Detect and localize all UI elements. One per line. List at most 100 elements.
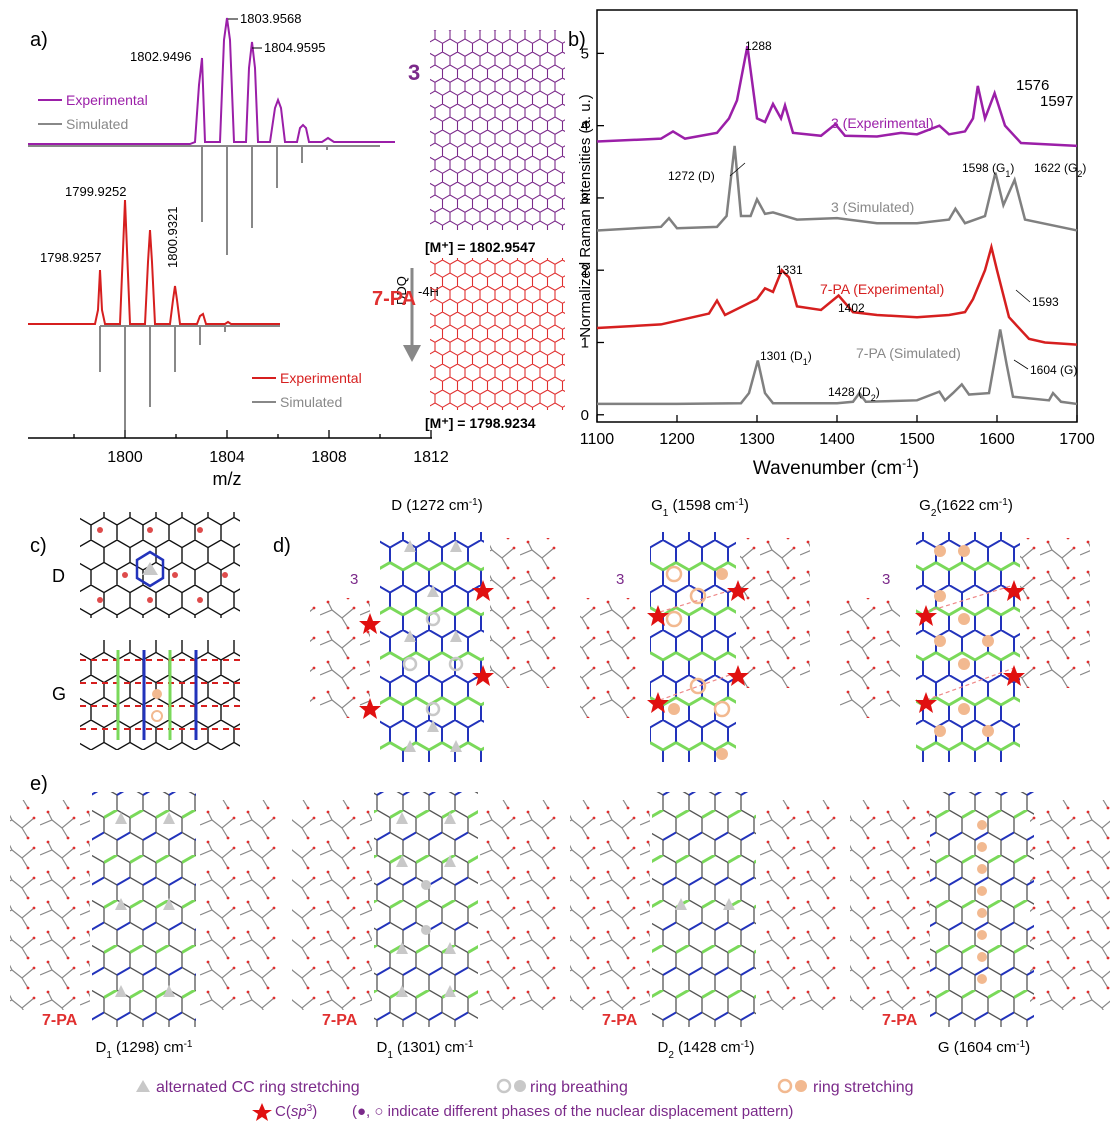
raman-ytick-label: 0 (581, 407, 589, 424)
raman-xtick-label: 1200 (659, 431, 695, 448)
raman-series-3 (597, 329, 1078, 406)
mode-e-mol-label-2: 7-PA (322, 1012, 358, 1029)
anno-1331: 1331 (776, 263, 803, 277)
figure-legend: alternated CC ring stretching ring breat… (136, 1078, 914, 1121)
raman-xtick-label: 1300 (739, 431, 775, 448)
open-orange-circle-icon (777, 1078, 793, 1094)
mode-d-molecule-3: 3 (840, 532, 1090, 762)
raman-series-1 (596, 145, 1078, 232)
svg-text:G1 (1598 cm-1): G1 (1598 cm-1) (651, 497, 749, 519)
mode-D-schematic (80, 512, 240, 618)
legend-item-phases: (●, ○ indicate different phases of the n… (352, 1103, 793, 1120)
raman-ytick-label: 1 (581, 334, 589, 351)
raman-series-2 (596, 242, 1078, 346)
svg-text:D (1272 cm-1): D (1272 cm-1) (391, 497, 482, 515)
mode-e-caption-2: D1 (1301) cm-1 (376, 1039, 473, 1061)
legend-item-breathing: ring breathing (530, 1079, 628, 1096)
raman-ylabel: Normalized Raman Intensities (a. u.) (577, 94, 594, 337)
raman-xtick-label: 1400 (819, 431, 855, 448)
anno-1301: 1301 (D1) (760, 349, 812, 367)
anno-1593: 1593 (1032, 295, 1059, 309)
mode-D-label: D (52, 566, 65, 586)
series-7pa-experimental (28, 199, 280, 325)
open-circle-icon (496, 1078, 512, 1094)
anno-1622: 1622 (G2) (1034, 161, 1086, 179)
mode-e-mol-label-4: 7-PA (882, 1012, 918, 1029)
mode-d-title-2: G1 (1598 cm-1) (651, 497, 749, 519)
raman-ytick-label: 5 (581, 45, 589, 62)
raman-ytick-label: 3 (581, 190, 589, 207)
raman-xtick-label: 1500 (899, 431, 935, 448)
panel-label-e: e) (30, 773, 48, 795)
raman-xtick-label: 1100 (580, 431, 615, 448)
raman-series-0 (596, 45, 1078, 148)
peak-label-1799: 1799.9252 (65, 184, 126, 199)
legend-simulated-top: Simulated (66, 116, 128, 132)
mode-d-title-3: G2(1622 cm-1) (919, 497, 1013, 519)
mode-e-mol-label-1: 7-PA (42, 1012, 78, 1029)
star-icon (252, 1103, 272, 1121)
panel-e: e) 7-PA D1 (1298) cm-1 (10, 773, 1110, 1061)
molecule-3-drawing (430, 30, 565, 230)
mode-d-mol-label-1: 3 (350, 571, 358, 588)
peak-label-1804: 1804.9595 (264, 40, 325, 55)
mass-3: [M⁺] = 1802.9547 (425, 239, 536, 255)
panel-b: b) 1100 1200 1300 1400 1500 1600 1700 0 1 2 3 4 5 No… (568, 9, 1095, 479)
tick-1804: 1804 (209, 449, 245, 466)
mode-e-molecule-4: 7-PA G (1604 cm-1) (850, 792, 1110, 1056)
mass-spectrum-3: 1802.9496 1803.9568 1804.9595 Experiment… (28, 11, 395, 255)
series-label-7pa-sim: 7-PA (Simulated) (856, 345, 961, 361)
peak-label-1803: 1803.9568 (240, 11, 301, 26)
mass-7pa: [M⁺] = 1798.9234 (425, 415, 536, 431)
peak-label-1800: 1800.9321 (165, 207, 180, 268)
anno-1272: 1272 (D) (668, 169, 715, 183)
anno-1604: 1604 (G) (1030, 363, 1077, 377)
raman-ytick-label: 4 (581, 118, 589, 135)
panel-c: c) D G (30, 512, 240, 750)
mz-axis: 1800 1804 1808 1812 m/z (28, 430, 449, 489)
panel-label-d: d) (273, 535, 291, 557)
molecule-7pa-structure: 7-PA [M⁺] = 1798.9234 (372, 258, 565, 431)
svg-text:G2(1622 cm-1): G2(1622 cm-1) (919, 497, 1013, 519)
mode-e-molecule-2: 7-PA D1 (1301) cm-1 (292, 792, 560, 1061)
panel-label-c: c) (30, 535, 47, 557)
anno-1402: 1402 (838, 301, 865, 315)
mode-e-caption-4: G (1604 cm-1) (938, 1039, 1030, 1057)
tick-1800: 1800 (107, 449, 143, 466)
raman-ytick-label: 2 (581, 262, 589, 279)
peak-label-1802: 1802.9496 (130, 49, 191, 64)
anno-1576: 1576 (1016, 77, 1049, 94)
filled-circle-icon (514, 1080, 526, 1092)
arrow-ddq-label: DDQ (394, 276, 409, 305)
anno-1428: 1428 (D2) (828, 385, 880, 403)
legend-item-stretching: ring stretching (813, 1079, 914, 1096)
raman-series (596, 45, 1078, 406)
raman-ticks: 1100 1200 1300 1400 1500 1600 1700 0 1 2 3 4 5 (580, 45, 1095, 448)
mode-G-label: G (52, 684, 66, 704)
legend-item-sp3: C(sp3) (275, 1103, 317, 1121)
molecule-7pa-drawing (430, 258, 565, 410)
mode-e-molecule-1: 7-PA D1 (1298) cm-1 (10, 792, 280, 1061)
series-7pa-simulated (99, 325, 280, 430)
ddq-arrow: DDQ -4H (394, 268, 439, 362)
legend-simulated-bottom: Simulated (280, 394, 342, 410)
mode-e-caption-3: D2 (1428 cm-1) (657, 1039, 754, 1061)
filled-orange-circle-icon (795, 1080, 807, 1092)
anno-1598: 1598 (G1) (962, 161, 1014, 179)
legend-experimental-top: Experimental (66, 92, 148, 108)
panel-label-a: a) (30, 29, 48, 51)
mode-e-caption-1: D1 (1298) cm-1 (95, 1039, 192, 1061)
series-3-experimental (28, 17, 395, 145)
series-label-7pa-exp: 7-PA (Experimental) (820, 281, 944, 297)
mass-spectrum-7pa: 1798.9257 1799.9252 1800.9321 Experiment… (28, 184, 362, 430)
tick-1808: 1808 (311, 449, 347, 466)
series-label-3-exp: 3 (Experimental) (831, 115, 934, 131)
mode-d-title-1: D (1272 cm-1) (391, 497, 482, 515)
mode-d-mol-label-2: 3 (616, 571, 624, 588)
legend-experimental-bottom: Experimental (280, 370, 362, 386)
compound-7pa-label: 7-PA (372, 288, 416, 310)
panel-a: a) 1802.9496 1803.9568 1804.9595 Experim… (28, 11, 565, 489)
anno-1597: 1597 (1040, 93, 1073, 110)
series-label-3-sim: 3 (Simulated) (831, 199, 914, 215)
